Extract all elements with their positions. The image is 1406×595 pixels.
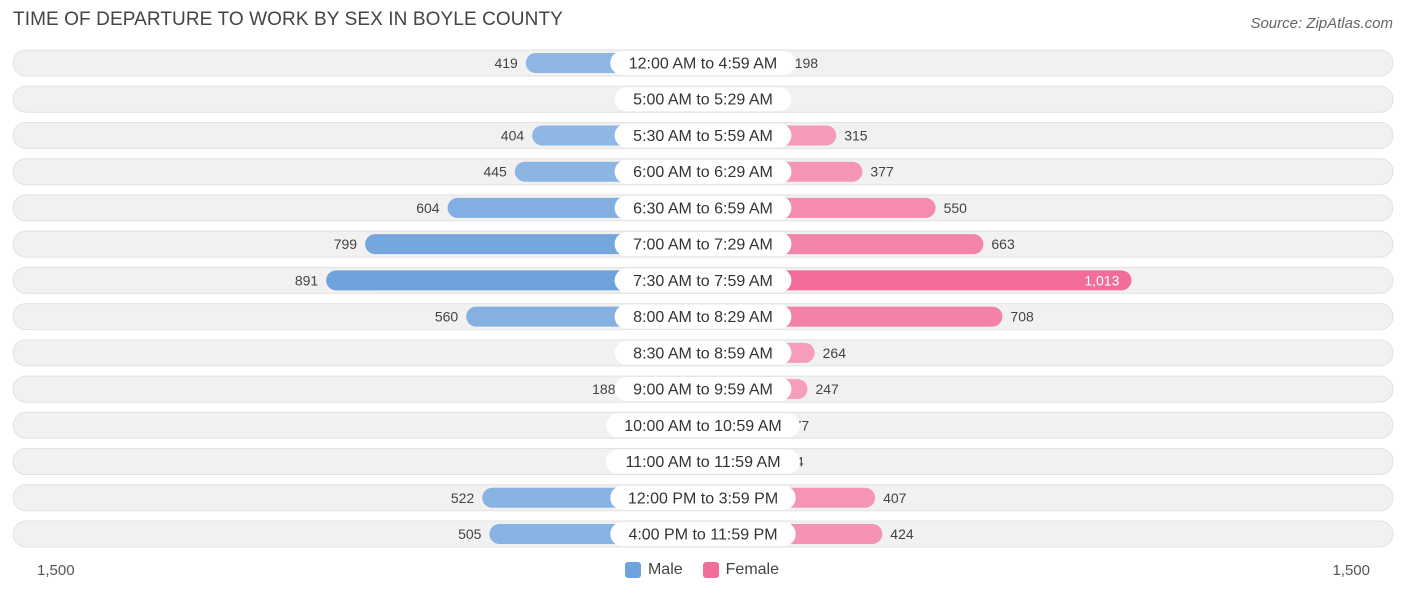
category-label: 4:00 PM to 11:59 PM: [628, 526, 777, 543]
female-value-label: 198: [795, 55, 819, 71]
category-pill: [614, 87, 792, 112]
male-value-label: 505: [458, 526, 482, 542]
category-pill: [614, 159, 792, 184]
category-pill: [606, 449, 800, 474]
category-pill: [614, 268, 792, 293]
legend-label-female: Female: [725, 561, 780, 578]
category-pill: [614, 340, 792, 365]
axis-label-left: 1,500: [37, 562, 75, 579]
male-value-label: 522: [451, 490, 475, 506]
category-pill: [614, 232, 792, 257]
male-value-label: 799: [334, 236, 358, 252]
category-label: 5:00 AM to 5:29 AM: [633, 92, 773, 109]
category-pill: [614, 377, 792, 402]
male-value-label: 604: [416, 200, 440, 216]
category-pill: [606, 413, 800, 438]
category-pill: [614, 304, 792, 329]
category-label: 10:00 AM to 10:59 AM: [624, 418, 781, 435]
female-value-label: 407: [883, 490, 907, 506]
female-bar: [693, 270, 1132, 291]
category-label: 8:00 AM to 8:29 AM: [633, 309, 773, 326]
female-value-label: 247: [815, 381, 839, 397]
category-label: 5:30 AM to 5:59 AM: [633, 128, 773, 145]
female-value-label: 377: [870, 164, 894, 180]
female-value-label: 1,013: [1084, 272, 1119, 288]
female-value-label: 315: [844, 127, 868, 143]
axis-label-right: 1,500: [1332, 562, 1370, 579]
chart-title: TIME OF DEPARTURE TO WORK BY SEX IN BOYL…: [13, 9, 563, 30]
female-value-label: 264: [823, 345, 847, 361]
category-label: 6:00 AM to 6:29 AM: [633, 164, 773, 181]
male-value-label: 188: [592, 381, 616, 397]
male-value-label: 560: [435, 309, 459, 325]
female-value-label: 424: [890, 526, 914, 542]
male-value-label: 445: [483, 164, 507, 180]
female-value-label: 663: [991, 236, 1015, 252]
category-label: 8:30 AM to 8:59 AM: [633, 345, 773, 362]
category-label: 11:00 AM to 11:59 AM: [625, 454, 780, 471]
legend-label-male: Male: [647, 561, 683, 578]
legend-swatch-female: [702, 562, 719, 578]
legend-item-male: Male: [624, 561, 683, 579]
male-value-label: 891: [295, 272, 319, 288]
category-pill: [610, 521, 796, 546]
female-value-label: 708: [1010, 309, 1034, 325]
source-note: Source: ZipAtlas.com: [1250, 15, 1393, 32]
legend-item-female: Female: [702, 561, 780, 579]
category-pill: [614, 123, 792, 148]
female-value-label: 550: [944, 200, 968, 216]
male-value-label: 404: [501, 127, 525, 143]
male-value-label: 419: [494, 55, 518, 71]
category-label: 7:30 AM to 7:59 AM: [633, 273, 773, 290]
category-label: 12:00 PM to 3:59 PM: [628, 490, 778, 507]
category-label: 12:00 AM to 4:59 AM: [629, 56, 778, 73]
legend: Male Female: [0, 561, 1406, 579]
category-label: 9:00 AM to 9:59 AM: [633, 382, 773, 399]
legend-swatch-male: [624, 562, 641, 578]
category-label: 7:00 AM to 7:29 AM: [633, 237, 773, 254]
category-pill: [610, 51, 796, 75]
category-pill: [610, 485, 796, 510]
category-pill: [614, 195, 792, 220]
category-label: 6:30 AM to 6:59 AM: [633, 200, 773, 217]
